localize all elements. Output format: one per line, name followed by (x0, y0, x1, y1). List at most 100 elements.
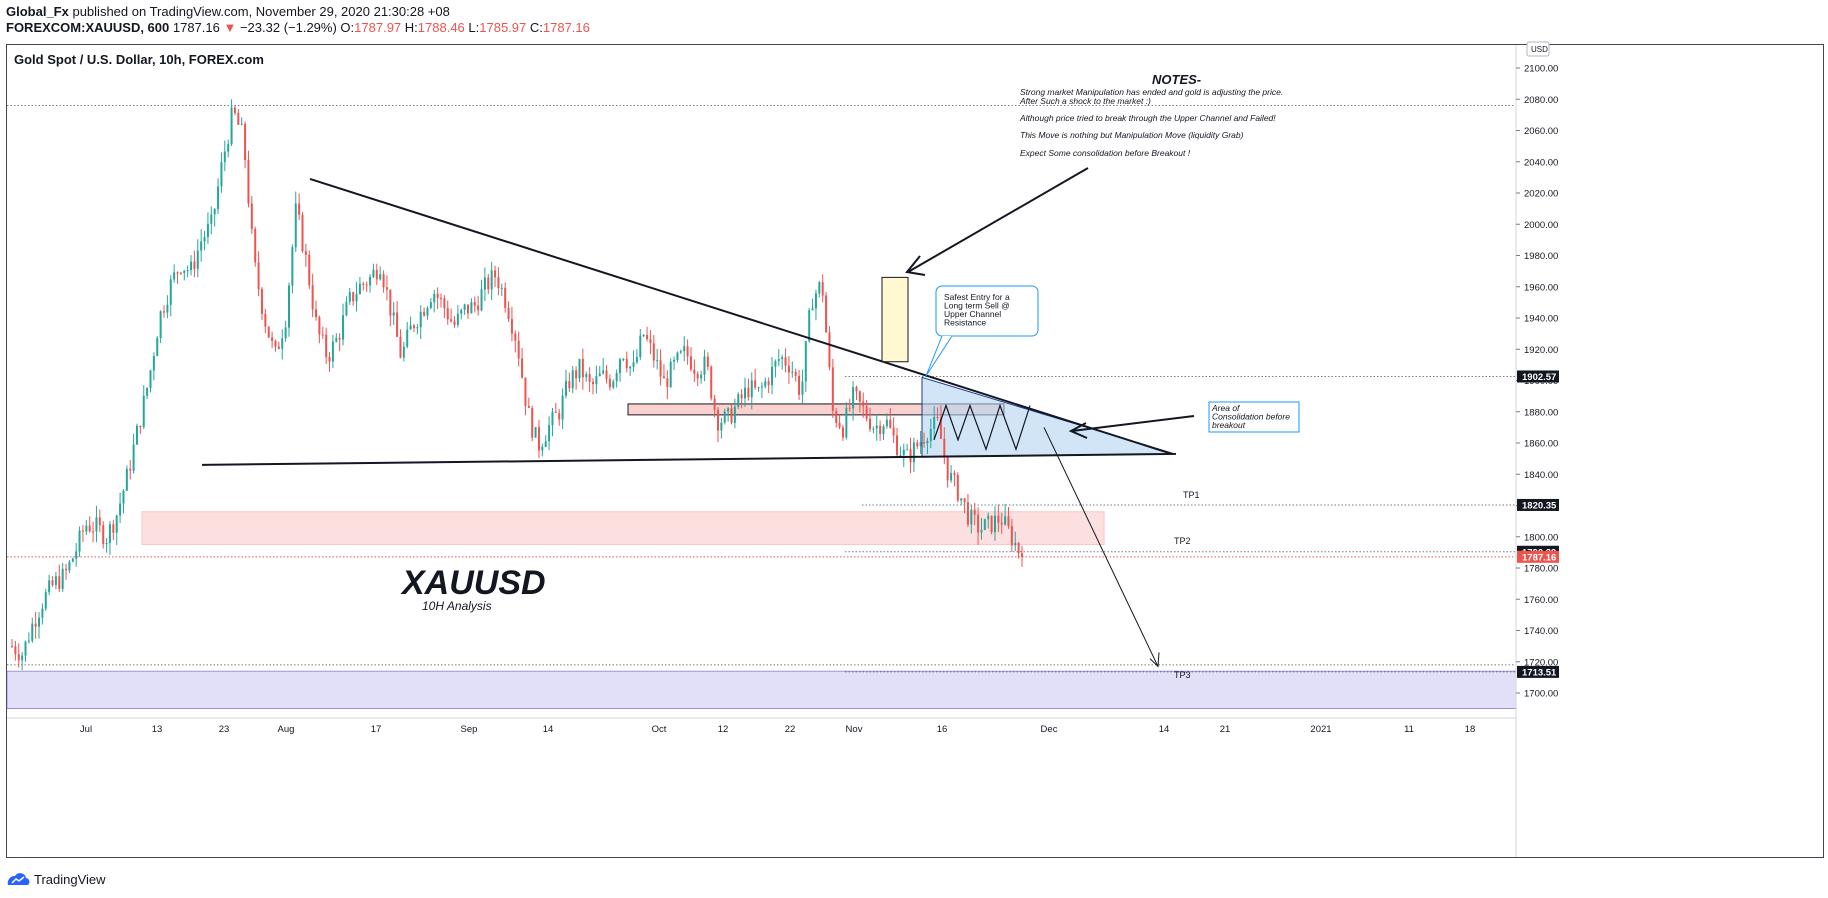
candle-body (152, 356, 155, 371)
candle-body (639, 335, 642, 358)
candle-body (95, 517, 98, 532)
candle-body (514, 333, 517, 341)
candle-body (497, 277, 500, 289)
open-value: 1787.97 (354, 20, 402, 35)
candle-body (575, 370, 578, 379)
candle-body (662, 376, 665, 379)
candle-body (970, 509, 973, 525)
candle-body (11, 646, 13, 648)
candle-body (946, 455, 949, 481)
candle-body (507, 307, 510, 320)
candle-body (108, 524, 111, 543)
x-tick-label: 22 (785, 724, 796, 735)
candle-body (798, 375, 801, 395)
candle-body (784, 357, 787, 366)
y-tick-label: 1780.00 (1524, 564, 1558, 575)
candle-body (146, 387, 149, 396)
candle-body (760, 386, 763, 388)
candle-body (500, 287, 503, 289)
footer-brand-label: TradingView (34, 871, 106, 887)
candle-body (233, 107, 236, 113)
candle-body (1007, 516, 1010, 527)
candle-body (389, 289, 392, 316)
candle-body (619, 359, 622, 374)
close-value: 1787.16 (542, 20, 590, 35)
tradingview-logo-icon (7, 873, 30, 885)
candle-body (456, 313, 459, 325)
candle-body (173, 272, 176, 280)
y-tick-label: 1940.00 (1524, 314, 1558, 325)
candle-body (453, 321, 456, 325)
candle-body (65, 568, 68, 571)
candle-body (531, 407, 534, 438)
candle-body (470, 302, 473, 314)
candle-body (730, 408, 733, 423)
candle-body (510, 319, 513, 334)
candle-body (673, 359, 676, 362)
candle-body (206, 223, 209, 238)
candle-body (939, 417, 942, 439)
candle-body (291, 247, 294, 286)
candle-body (372, 269, 375, 277)
candle-body (203, 237, 206, 242)
candle-body (727, 408, 730, 412)
candle-body (916, 442, 919, 447)
candle-body (953, 473, 956, 475)
low-value: 1785.97 (479, 20, 527, 35)
candle-body (27, 640, 30, 642)
price-tag-label: 1713.51 (1522, 667, 1557, 678)
candle-body (858, 391, 861, 402)
candle-body (68, 561, 71, 571)
publish-info-line: Global_Fx published on TradingView.com, … (6, 4, 590, 20)
candle-body (1014, 542, 1017, 546)
candle-body (78, 530, 81, 552)
candle-body (257, 262, 260, 290)
candle-body (716, 409, 719, 431)
footer-brand[interactable]: TradingView (6, 871, 106, 887)
candle-body (926, 440, 929, 444)
price-tag-label: 1902.57 (1522, 372, 1556, 383)
y-tick-label: 1740.00 (1524, 626, 1558, 637)
candle-body (156, 338, 159, 357)
candle-body (642, 334, 645, 336)
candle-body (267, 326, 270, 338)
candle-body (240, 123, 243, 125)
candle-body (419, 311, 422, 328)
candle-body (578, 358, 581, 379)
y-tick-label: 1760.00 (1524, 595, 1558, 606)
zigzag-projection (933, 403, 1031, 452)
candle-body (963, 498, 966, 503)
candle-body (828, 332, 831, 368)
candle-body (923, 442, 926, 444)
candle-body (1021, 553, 1023, 557)
entry-callout-text: Resistance (944, 318, 986, 328)
candle-body (338, 337, 341, 340)
y-tick-label: 1800.00 (1524, 532, 1558, 543)
consolidation-arrow-line (1071, 415, 1195, 432)
x-tick-label: 14 (1159, 724, 1170, 735)
demand-zone-rect (6, 670, 1517, 709)
candle-body (703, 356, 706, 375)
candle-body (811, 308, 814, 311)
candle-body (723, 411, 726, 423)
candle-body (54, 576, 57, 585)
author-name[interactable]: Global_Fx (6, 4, 69, 19)
consolidation-arrow-head (1068, 422, 1088, 439)
analysis-subtitle: 10H Analysis (422, 599, 492, 613)
y-tick-label: 1920.00 (1524, 345, 1558, 356)
candle-body (649, 339, 652, 344)
candle-body (382, 274, 385, 288)
notes-line: Although price tried to break through th… (1019, 113, 1276, 123)
candle-body (284, 327, 287, 339)
candle-body (230, 107, 233, 145)
candle-body (524, 377, 527, 406)
chart-frame[interactable] (6, 44, 1824, 858)
candle-body (950, 473, 953, 481)
candle-body (125, 468, 128, 491)
candle-body (777, 359, 780, 362)
entry-callout-pointer (925, 335, 953, 377)
chart-title: Gold Spot / U.S. Dollar, 10h, FOREX.com (14, 52, 264, 67)
candle-body (629, 366, 632, 369)
candle-body (14, 646, 17, 655)
